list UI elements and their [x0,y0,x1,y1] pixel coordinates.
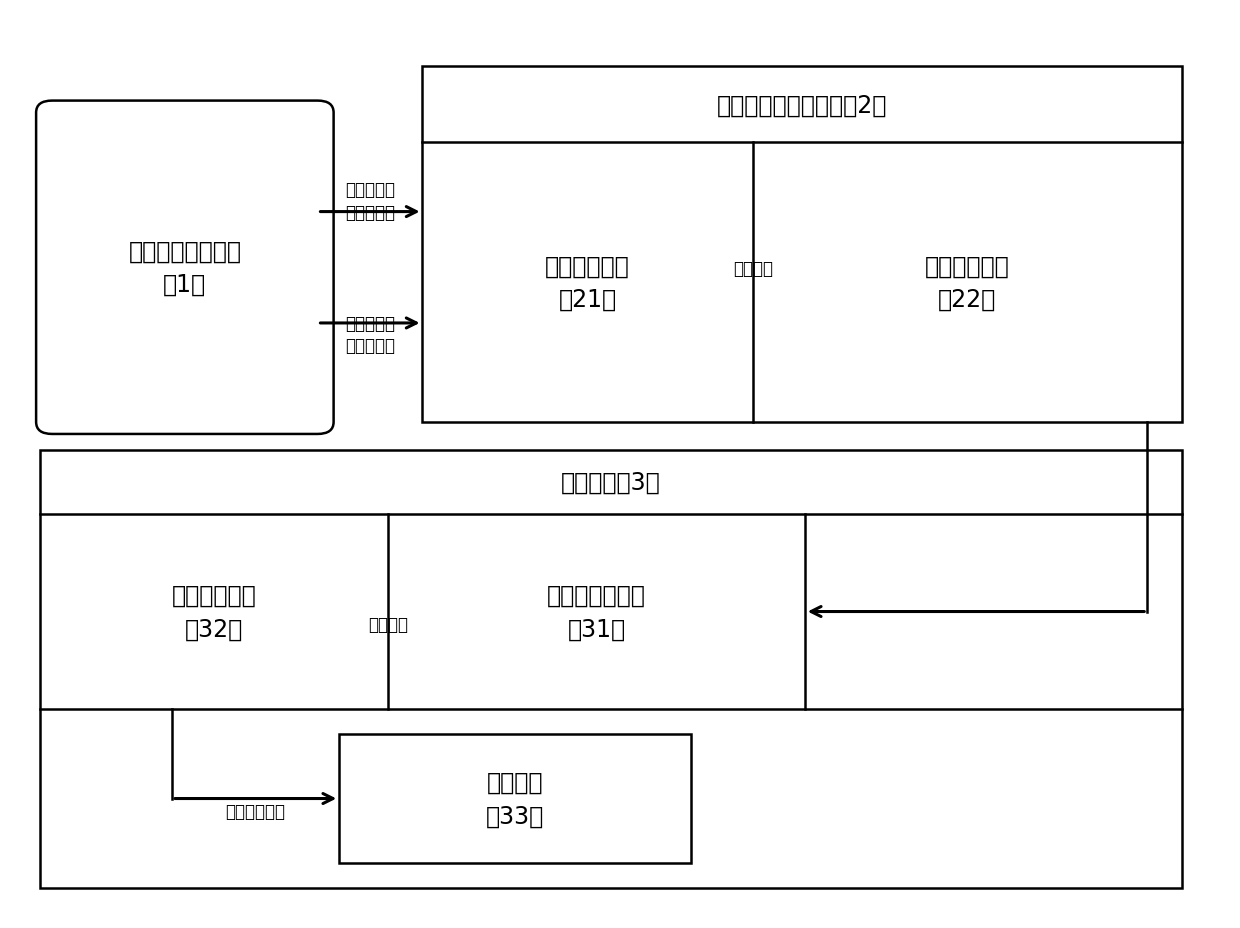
Text: 隔离与缓冲模块
（31）: 隔离与缓冲模块 （31） [547,583,646,640]
Text: 信息转换模块
（22）: 信息转换模块 （22） [925,254,1009,312]
Text: 负载工作状
态控制信息: 负载工作状 态控制信息 [345,315,396,354]
Text: 控制信号生成模块
（1）: 控制信号生成模块 （1） [129,239,242,297]
Bar [340,734,691,863]
Text: 控制信息: 控制信息 [368,615,408,633]
Text: 信息存储模块
（21）: 信息存储模块 （21） [546,254,630,312]
Text: 开关控制模块
（32）: 开关控制模块 （32） [171,583,257,640]
FancyBboxPatch shape [36,101,334,434]
Bar [40,450,1182,888]
Text: 存储信息: 存储信息 [733,260,773,277]
Text: 负载电路
（33）: 负载电路 （33） [486,770,544,828]
Text: 信息存储与转换模块（2）: 信息存储与转换模块（2） [717,93,888,117]
Text: 控制负载状态: 控制负载状态 [226,802,285,819]
Bar [423,68,1182,422]
Text: 存储工作状
态控制信息: 存储工作状 态控制信息 [345,181,396,222]
Text: 负载模块（3）: 负载模块（3） [560,470,661,495]
